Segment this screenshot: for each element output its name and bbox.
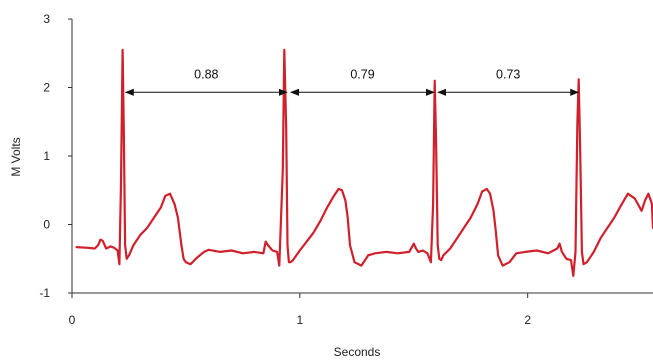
- x-tick-label: 1: [296, 313, 303, 327]
- y-tick-label: 0: [43, 218, 50, 232]
- x-tick-label: 0: [69, 313, 76, 327]
- ecg-trace-line: [75, 48, 653, 277]
- y-tick-label: -1: [39, 286, 50, 300]
- interval-label: 0.73: [496, 67, 520, 81]
- y-axis-title: M Volts: [9, 137, 23, 176]
- x-tick-label: 2: [524, 313, 531, 327]
- y-tick-label: 2: [43, 81, 50, 95]
- interval-label: 0.79: [350, 67, 374, 81]
- y-tick-label: 3: [43, 12, 50, 26]
- interval-label: 0.88: [194, 67, 218, 81]
- x-axis-title: Seconds: [334, 345, 381, 359]
- y-tick-label: 1: [43, 149, 50, 163]
